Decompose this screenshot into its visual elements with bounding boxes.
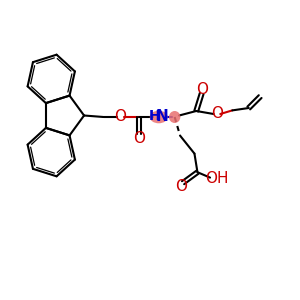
Ellipse shape — [150, 111, 168, 123]
Text: OH: OH — [206, 171, 229, 186]
Text: N: N — [156, 109, 169, 124]
Text: O: O — [211, 106, 223, 122]
Text: O: O — [175, 179, 187, 194]
Ellipse shape — [169, 111, 180, 123]
Text: O: O — [196, 82, 208, 98]
Text: O: O — [114, 110, 126, 124]
Text: O: O — [133, 131, 145, 146]
Text: H: H — [149, 110, 161, 123]
